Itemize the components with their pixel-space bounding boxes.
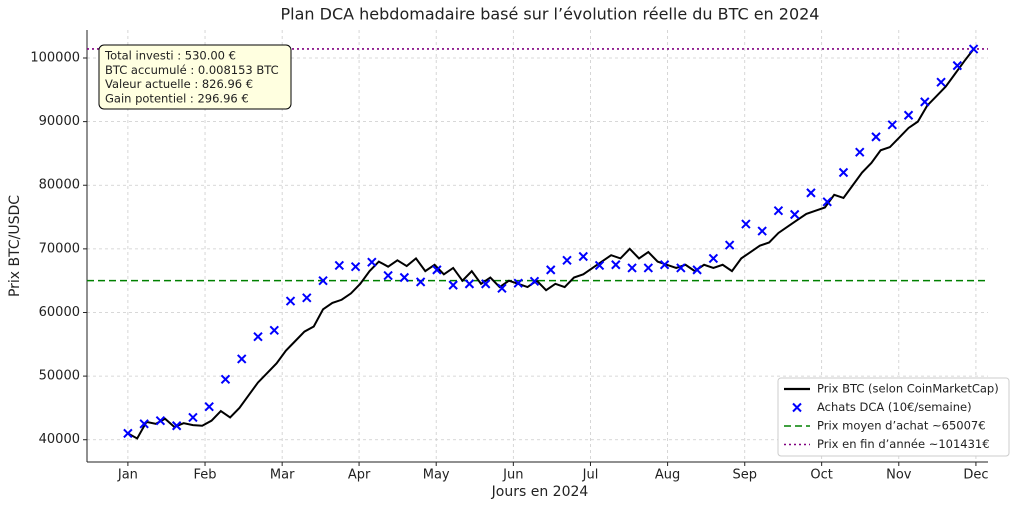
purchase-marker xyxy=(806,188,816,198)
annotation-background xyxy=(98,44,292,110)
purchase-marker xyxy=(838,167,849,178)
legend-label: Achats DCA (10€/semaine) xyxy=(817,400,972,414)
y-tick-label: 70000 xyxy=(39,241,80,256)
purchase-marker xyxy=(285,296,296,306)
purchase-marker xyxy=(399,272,410,283)
y-tick-label: 40000 xyxy=(39,432,80,447)
purchase-marker xyxy=(692,265,702,275)
purchase-marker xyxy=(546,265,556,275)
purchase-marker xyxy=(350,261,361,272)
purchase-marker xyxy=(464,279,475,289)
legend-label: Prix BTC (selon CoinMarketCap) xyxy=(817,382,999,396)
annotation-line: Gain potentiel : 296.96 € xyxy=(105,91,249,105)
purchase-marker xyxy=(887,120,897,130)
purchase-marker xyxy=(529,276,540,287)
purchase-marker xyxy=(237,354,247,364)
purchase-marker xyxy=(367,257,377,267)
legend-label: Prix en fin d’année ~101431€ xyxy=(817,437,990,451)
purchase-marker xyxy=(968,44,979,54)
purchase-marker xyxy=(318,275,328,286)
x-tick-label: Sep xyxy=(732,468,757,483)
legend-swatch xyxy=(792,402,802,413)
purchase-marker xyxy=(432,265,442,275)
purchase-marker xyxy=(741,219,751,229)
legend-label: Prix moyen d’achat ~65007€ xyxy=(817,419,986,433)
y-tick-label: 80000 xyxy=(39,178,80,193)
purchase-marker xyxy=(789,209,800,220)
purchase-marker xyxy=(139,419,149,429)
purchase-marker xyxy=(204,401,214,412)
x-tick-label: Mar xyxy=(270,468,295,483)
y-tick-label: 60000 xyxy=(39,305,80,320)
purchase-marker xyxy=(611,260,621,270)
legend: Prix BTC (selon CoinMarketCap) Achats DCA… xyxy=(777,377,1010,457)
purchase-marker xyxy=(334,260,345,271)
purchase-marker xyxy=(724,240,735,250)
annotation-line: Valeur actuelle : 826.96 € xyxy=(105,77,253,91)
y-tick-label: 90000 xyxy=(39,114,80,129)
purchase-marker xyxy=(594,260,605,271)
purchase-marker xyxy=(269,325,279,336)
legend-background xyxy=(777,377,1010,457)
purchase-marker xyxy=(903,110,914,120)
purchase-marker xyxy=(448,280,458,290)
x-tick-label: Nov xyxy=(886,468,912,483)
purchase-marker xyxy=(920,97,930,107)
purchase-marker xyxy=(480,279,491,289)
purchase-marker xyxy=(936,77,946,87)
purchase-marker xyxy=(383,270,393,281)
purchase-marker xyxy=(659,260,670,270)
purchase-marker xyxy=(822,197,832,207)
x-tick-label: May xyxy=(423,468,450,483)
x-tick-label: Feb xyxy=(194,468,217,483)
y-tick-label: 50000 xyxy=(39,369,80,384)
x-tick-label: Jan xyxy=(117,468,138,483)
price-line xyxy=(127,48,975,440)
chart-title: Plan DCA hebdomadaire basé sur l’évoluti… xyxy=(281,5,820,24)
x-tick-label: Oct xyxy=(810,468,832,483)
x-tick-label: Jul xyxy=(582,468,599,483)
x-tick-label: Apr xyxy=(348,468,371,483)
purchase-marker xyxy=(188,412,198,423)
purchase-marker xyxy=(643,263,654,273)
purchase-marker xyxy=(513,278,523,288)
purchase-marker xyxy=(757,226,767,236)
purchase-marker xyxy=(562,255,572,266)
purchase-marker xyxy=(220,374,231,384)
purchase-marker xyxy=(415,277,426,287)
x-tick-label: Dec xyxy=(963,468,988,483)
purchase-marker xyxy=(871,132,881,142)
annotation-line: Total investi : 530.00 € xyxy=(104,49,236,63)
x-tick-label: Aug xyxy=(655,468,680,483)
purchase-marker xyxy=(155,415,166,426)
y-axis-label: Prix BTC/USDC xyxy=(7,195,23,297)
x-tick-label: Jun xyxy=(502,468,523,483)
purchase-marker xyxy=(627,263,637,273)
annotation-line: BTC accumulé : 0.008153 BTC xyxy=(105,63,279,77)
purchase-marker xyxy=(302,293,312,303)
purchase-marker xyxy=(578,251,588,262)
purchase-marker xyxy=(952,60,963,71)
purchase-marker xyxy=(497,283,507,294)
purchase-marker xyxy=(855,147,865,157)
purchase-marker xyxy=(253,331,263,342)
y-tick-label: 100000 xyxy=(30,50,80,65)
annotation-box: Total investi : 530.00 €BTC accumulé : 0… xyxy=(98,44,292,110)
purchase-marker xyxy=(123,428,133,439)
purchase-marker xyxy=(773,205,784,216)
purchase-marker xyxy=(171,421,182,431)
x-axis-label: Jours en 2024 xyxy=(491,484,589,500)
purchase-marker xyxy=(676,263,686,273)
purchase-marker xyxy=(708,253,719,264)
